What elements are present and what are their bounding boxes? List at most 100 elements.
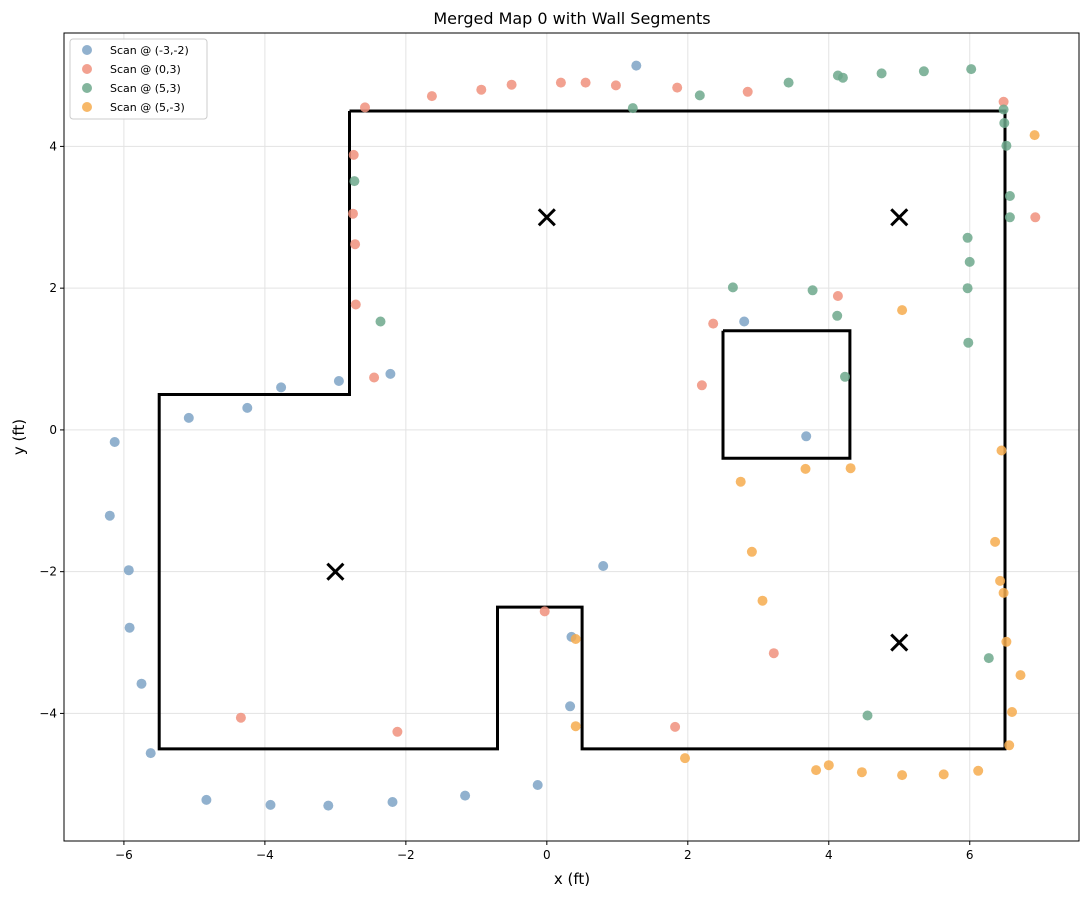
scan-point bbox=[801, 431, 812, 442]
scan-point bbox=[856, 767, 867, 778]
scan-point bbox=[392, 726, 403, 737]
scan-point bbox=[680, 753, 690, 764]
scan-point bbox=[832, 310, 843, 321]
y-tick-label: −2 bbox=[39, 565, 57, 579]
scan-point bbox=[555, 77, 566, 88]
scan-point bbox=[476, 84, 487, 95]
scan-point bbox=[832, 291, 843, 301]
scan-point bbox=[631, 60, 642, 71]
scan-point bbox=[109, 437, 120, 447]
x-tick-label: 4 bbox=[825, 848, 833, 862]
x-tick-label: 2 bbox=[684, 848, 692, 862]
plot-frame bbox=[63, 32, 1080, 842]
scan-point bbox=[333, 376, 344, 386]
scan-point bbox=[739, 316, 750, 327]
scan-point bbox=[670, 721, 681, 732]
scan-point bbox=[897, 305, 908, 316]
axis-ticks: −6 −4 −2 0 2 4 6 −4 −2 0 2 4 bbox=[39, 139, 973, 862]
legend-marker bbox=[82, 45, 92, 55]
scan-point bbox=[570, 634, 581, 644]
scan-point bbox=[995, 575, 1006, 586]
legend-label: Scan @ (-3,-2) bbox=[110, 44, 189, 57]
scan-point bbox=[136, 678, 147, 689]
scan-point bbox=[962, 232, 973, 243]
series-2 bbox=[349, 64, 1015, 721]
scan-point bbox=[348, 208, 358, 219]
scan-point bbox=[276, 382, 287, 393]
scan-point bbox=[727, 282, 738, 293]
outer-wall bbox=[157, 109, 1007, 751]
scan-point bbox=[387, 797, 398, 807]
y-tick-label: 0 bbox=[49, 423, 57, 437]
scan-point bbox=[506, 79, 517, 90]
y-axis-label: y (ft) bbox=[10, 419, 28, 455]
scan-point bbox=[580, 77, 591, 88]
scan-point bbox=[845, 463, 856, 474]
scan-point bbox=[598, 561, 609, 571]
series-0 bbox=[104, 60, 812, 811]
chart-title: Merged Map 0 with Wall Segments bbox=[433, 9, 710, 28]
scan-point bbox=[823, 760, 834, 771]
scan-point bbox=[627, 103, 638, 114]
legend-label: Scan @ (5,-3) bbox=[110, 101, 185, 114]
scan-point bbox=[876, 68, 887, 79]
scan-point bbox=[1015, 670, 1026, 681]
scan-point bbox=[349, 176, 360, 187]
scan-points bbox=[104, 60, 1041, 811]
series-1 bbox=[235, 77, 1041, 737]
legend: Scan @ (-3,-2) Scan @ (0,3) Scan @ (5,3) Sc… bbox=[69, 38, 208, 120]
grid bbox=[64, 33, 1079, 841]
scan-point bbox=[694, 90, 705, 101]
scan-point bbox=[768, 648, 779, 659]
scan-point bbox=[123, 565, 134, 576]
scan-point bbox=[990, 536, 1001, 547]
scan-point bbox=[426, 91, 437, 102]
scan-point bbox=[999, 118, 1010, 128]
x-tick-label: 0 bbox=[543, 848, 551, 862]
scan-point bbox=[966, 64, 977, 75]
scan-point bbox=[996, 445, 1007, 456]
scan-point bbox=[183, 412, 194, 423]
scan-point bbox=[918, 66, 929, 77]
scan-point bbox=[1029, 130, 1040, 141]
scan-position-x-marker bbox=[537, 208, 556, 227]
y-tick-label: 2 bbox=[49, 281, 57, 295]
legend-label: Scan @ (0,3) bbox=[110, 63, 181, 76]
scan-point bbox=[708, 318, 719, 329]
wall-segments bbox=[157, 109, 1007, 751]
scan-point bbox=[757, 595, 768, 606]
scan-point bbox=[1001, 140, 1012, 151]
y-tick-label: −4 bbox=[39, 706, 57, 720]
scan-point bbox=[973, 765, 984, 776]
scan-point bbox=[962, 283, 973, 294]
x-tick-label: −2 bbox=[397, 848, 415, 862]
scan-point bbox=[265, 799, 276, 810]
scan-point bbox=[201, 794, 212, 805]
scan-point bbox=[746, 546, 757, 557]
scan-position-x-marker bbox=[890, 208, 909, 227]
x-tick-label: 6 bbox=[966, 848, 974, 862]
scan-point bbox=[350, 299, 361, 310]
scan-point bbox=[998, 96, 1009, 107]
scan-point bbox=[242, 402, 253, 413]
scan-point bbox=[897, 770, 908, 781]
scan-point bbox=[1001, 636, 1012, 647]
legend-label: Scan @ (5,3) bbox=[110, 82, 181, 95]
scan-point bbox=[539, 606, 550, 617]
scan-point bbox=[938, 769, 949, 780]
scan-point bbox=[124, 622, 135, 633]
legend-marker bbox=[82, 64, 92, 74]
scan-point bbox=[862, 710, 873, 721]
scan-point bbox=[1030, 212, 1041, 223]
legend-marker bbox=[82, 102, 92, 112]
inner-obstacle bbox=[721, 329, 852, 460]
scan-point bbox=[1004, 740, 1015, 751]
legend-box bbox=[69, 38, 208, 120]
x-tick-label: −6 bbox=[115, 848, 133, 862]
series-3 bbox=[570, 130, 1040, 781]
scan-point bbox=[145, 748, 156, 759]
scan-point bbox=[235, 712, 246, 723]
scan-point bbox=[983, 653, 994, 664]
scan-point bbox=[610, 80, 621, 91]
